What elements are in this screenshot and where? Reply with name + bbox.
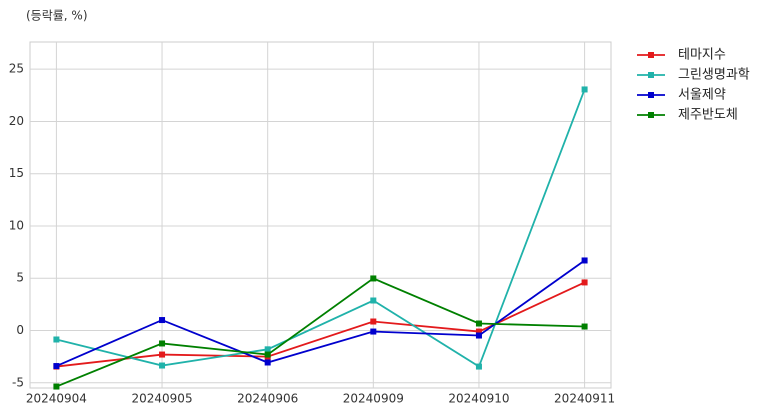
legend-label: 서울제약: [678, 88, 726, 103]
point-marker: [53, 363, 60, 370]
point-marker: [475, 332, 482, 339]
point-marker: [370, 328, 377, 335]
x-tick-label: 20240909: [343, 392, 404, 406]
point-marker: [264, 346, 271, 353]
series-line: [56, 89, 586, 368]
x-tick-label: 20240911: [554, 392, 615, 406]
plot-area: [29, 41, 612, 389]
legend-marker: [648, 92, 654, 98]
point-marker: [475, 328, 482, 335]
series-line: [56, 259, 586, 367]
y-tick-label: 15: [9, 166, 24, 180]
point-marker: [53, 383, 60, 390]
y-tick-label: 0: [16, 323, 24, 337]
point-marker: [581, 323, 588, 330]
point-marker: [159, 340, 166, 347]
point-marker: [370, 297, 377, 304]
legend-label: 제주반도체: [678, 108, 738, 123]
point-marker: [159, 317, 166, 324]
x-tick-label: 20240904: [26, 392, 87, 406]
legend-marker: [648, 112, 654, 118]
x-tick-label: 20240910: [448, 392, 509, 406]
x-tick-label: 20240906: [237, 392, 298, 406]
y-tick-label: 5: [16, 271, 24, 285]
point-marker: [53, 336, 60, 343]
point-marker: [581, 279, 588, 286]
point-marker: [370, 275, 377, 282]
series-line: [56, 277, 585, 388]
legend-marker: [648, 52, 654, 58]
x-tick-label: 20240905: [132, 392, 193, 406]
point-marker: [475, 363, 482, 370]
legend-label: 테마지수: [678, 48, 726, 63]
point-marker: [159, 362, 166, 369]
y-tick-label: -5: [12, 375, 24, 389]
y-tick-label: 10: [9, 218, 24, 232]
point-marker: [475, 320, 482, 327]
point-marker: [581, 86, 588, 93]
y-tick-label: 25: [9, 62, 24, 76]
point-marker: [264, 359, 271, 366]
point-marker: [370, 318, 377, 325]
legend-marker: [648, 72, 654, 78]
point-marker: [581, 257, 588, 264]
legend-label: 그린생명과학: [678, 68, 750, 83]
y-tick-label: 20: [9, 114, 24, 128]
point-marker: [264, 351, 271, 358]
y-axis-label: (등락률, %): [26, 9, 88, 23]
point-marker: [159, 351, 166, 358]
